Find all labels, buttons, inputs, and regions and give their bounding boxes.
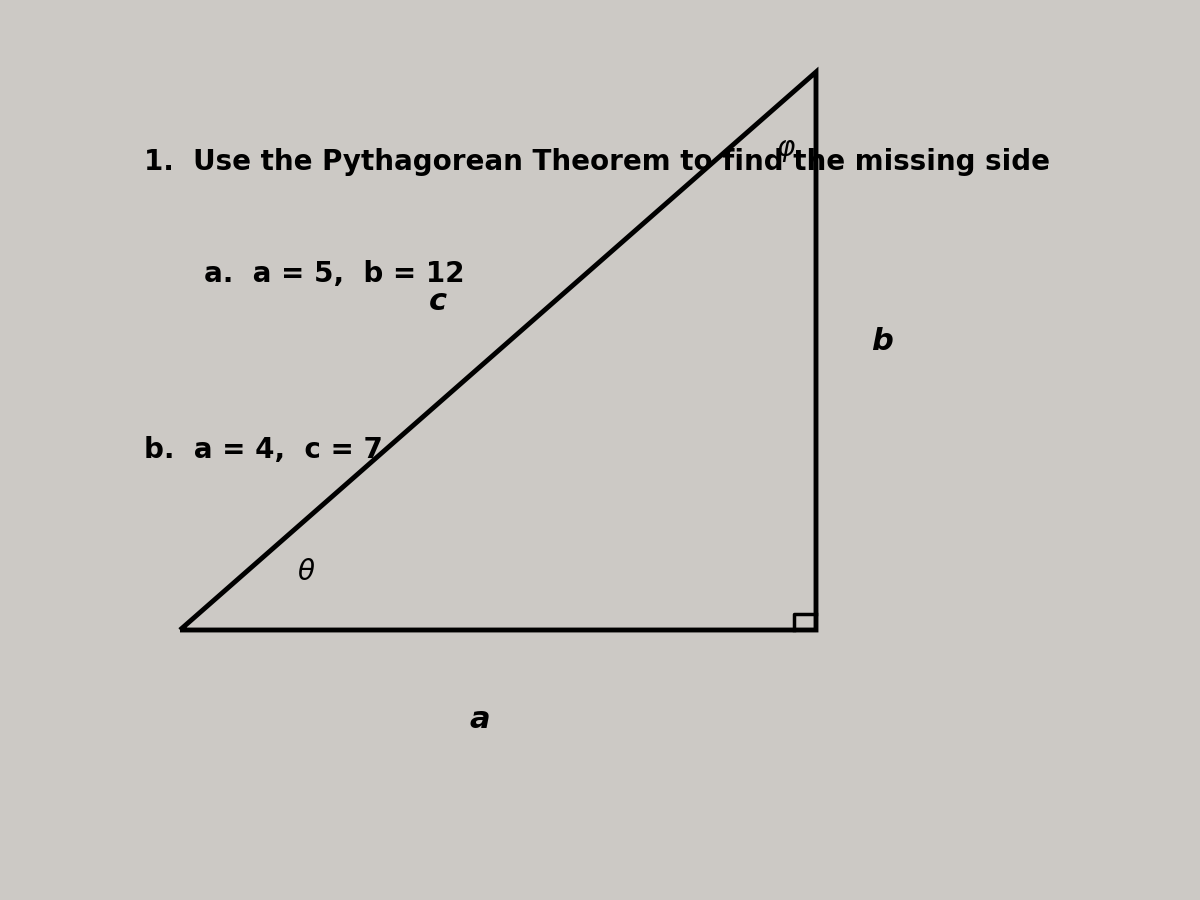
Text: b: b: [871, 328, 893, 356]
Text: φ: φ: [776, 134, 796, 163]
Text: a: a: [469, 706, 491, 734]
Text: θ: θ: [298, 557, 314, 586]
Text: c: c: [428, 287, 448, 316]
Text: a.  a = 5,  b = 12: a. a = 5, b = 12: [204, 260, 464, 289]
Text: 1.  Use the Pythagorean Theorem to find the missing side: 1. Use the Pythagorean Theorem to find t…: [144, 148, 1050, 176]
Text: b.  a = 4,  c = 7: b. a = 4, c = 7: [144, 436, 383, 464]
